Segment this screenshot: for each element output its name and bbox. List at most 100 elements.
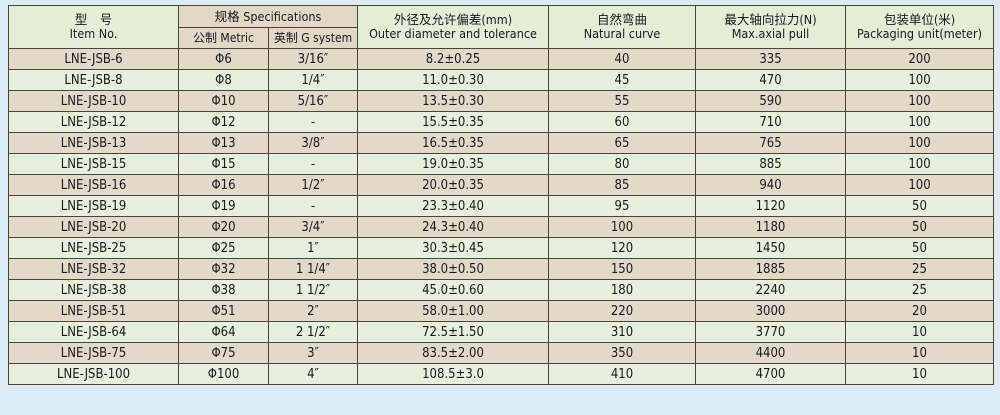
cell-item-no: LNE-JSB-20 — [8, 216, 179, 238]
cell-outer-diameter: 45.0±0.60 — [357, 279, 549, 301]
cell-metric: Φ13 — [178, 132, 269, 154]
table-row: LNE-JSB-8 Φ8 1/4″ 11.0±0.30 45 470 100 — [8, 69, 994, 91]
cell-item-no: LNE-JSB-75 — [8, 342, 179, 364]
cell-packaging-unit: 50 — [845, 195, 994, 217]
cell-max-axial-pull: 335 — [695, 48, 846, 70]
cell-outer-diameter: 83.5±2.00 — [357, 342, 549, 364]
cell-packaging-unit: 100 — [845, 174, 994, 196]
specifications-table: 型 号 Item No. 规格 Specifications 外径及允许偏差(mm… — [8, 5, 994, 385]
header-g-system: 英制 G system — [268, 27, 358, 49]
cell-natural-curve: 180 — [548, 279, 696, 301]
cell-max-axial-pull: 1885 — [695, 258, 846, 280]
cell-outer-diameter: 15.5±0.35 — [357, 111, 549, 133]
cell-g-system: 1 1/2″ — [268, 279, 358, 301]
cell-natural-curve: 85 — [548, 174, 696, 196]
cell-item-no: LNE-JSB-100 — [8, 363, 179, 385]
cell-g-system: 4″ — [268, 363, 358, 385]
cell-outer-diameter: 24.3±0.40 — [357, 216, 549, 238]
cell-max-axial-pull: 3770 — [695, 321, 846, 343]
cell-g-system: 1″ — [268, 237, 358, 259]
cell-natural-curve: 120 — [548, 237, 696, 259]
table-row: LNE-JSB-12 Φ12-15.5±0.35 60 710 100 — [8, 111, 994, 133]
table-row: LNE-JSB-32 Φ32 1 1/4″ 38.0±0.50 150 1885 25 — [8, 258, 994, 280]
cell-g-system: 1 1/4″ — [268, 258, 358, 280]
cell-packaging-unit: 20 — [845, 300, 994, 322]
cell-natural-curve: 150 — [548, 258, 696, 280]
cell-outer-diameter: 38.0±0.50 — [357, 258, 549, 280]
cell-packaging-unit: 100 — [845, 69, 994, 91]
header-max-axial-pull: 最大轴向拉力(N) Max.axial pull — [695, 5, 846, 49]
cell-natural-curve: 310 — [548, 321, 696, 343]
table-row: LNE-JSB-75 Φ75 3″ 83.5±2.00 350 4400 10 — [8, 342, 994, 364]
cell-outer-diameter: 30.3±0.45 — [357, 237, 549, 259]
cell-g-system: - — [268, 153, 358, 175]
cell-natural-curve: 350 — [548, 342, 696, 364]
cell-packaging-unit: 100 — [845, 111, 994, 133]
header-packaging-unit: 包装单位(米) Packaging unit(meter) — [845, 5, 994, 49]
cell-item-no: LNE-JSB-6 — [8, 48, 179, 70]
cell-g-system: 3/8″ — [268, 132, 358, 154]
table-row: LNE-JSB-38 Φ38 1 1/2″ 45.0±0.60 180 2240 25 — [8, 279, 994, 301]
cell-metric: Φ20 — [178, 216, 269, 238]
cell-max-axial-pull: 940 — [695, 174, 846, 196]
cell-outer-diameter: 11.0±0.30 — [357, 69, 549, 91]
cell-outer-diameter: 58.0±1.00 — [357, 300, 549, 322]
cell-packaging-unit: 50 — [845, 216, 994, 238]
cell-item-no: LNE-JSB-25 — [8, 237, 179, 259]
cell-item-no: LNE-JSB-32 — [8, 258, 179, 280]
cell-outer-diameter: 108.5±3.0 — [357, 363, 549, 385]
header-metric: 公制 Metric — [178, 27, 269, 49]
cell-g-system: 2″ — [268, 300, 358, 322]
table-row: LNE-JSB-51 Φ51 2″ 58.0±1.00 220 3000 20 — [8, 300, 994, 322]
cell-metric: Φ10 — [178, 90, 269, 112]
cell-packaging-unit: 25 — [845, 258, 994, 280]
cell-g-system: 3/16″ — [268, 48, 358, 70]
cell-packaging-unit: 10 — [845, 342, 994, 364]
table-body: LNE-JSB-6 Φ6 3/16″ 8.2±0.25 40 335 200 LNE-JSB-… — [8, 48, 994, 385]
cell-g-system: 3/4″ — [268, 216, 358, 238]
header-outer-diameter: 外径及允许偏差(mm) Outer diameter and tolerance — [357, 5, 549, 49]
cell-max-axial-pull: 1120 — [695, 195, 846, 217]
cell-max-axial-pull: 4700 — [695, 363, 846, 385]
cell-item-no: LNE-JSB-13 — [8, 132, 179, 154]
cell-metric: Φ38 — [178, 279, 269, 301]
cell-outer-diameter: 23.3±0.40 — [357, 195, 549, 217]
table-row: LNE-JSB-64 Φ64 2 1/2″ 72.5±1.50 310 3770 10 — [8, 321, 994, 343]
cell-metric: Φ12 — [178, 111, 269, 133]
cell-packaging-unit: 100 — [845, 132, 994, 154]
cell-max-axial-pull: 3000 — [695, 300, 846, 322]
cell-metric: Φ64 — [178, 321, 269, 343]
cell-metric: Φ16 — [178, 174, 269, 196]
cell-metric: Φ15 — [178, 153, 269, 175]
cell-metric: Φ51 — [178, 300, 269, 322]
cell-g-system: 2 1/2″ — [268, 321, 358, 343]
cell-outer-diameter: 13.5±0.30 — [357, 90, 549, 112]
cell-item-no: LNE-JSB-12 — [8, 111, 179, 133]
cell-g-system: - — [268, 195, 358, 217]
table-row: LNE-JSB-25 Φ25 1″ 30.3±0.45 120 1450 50 — [8, 237, 994, 259]
cell-max-axial-pull: 2240 — [695, 279, 846, 301]
cell-max-axial-pull: 885 — [695, 153, 846, 175]
cell-natural-curve: 95 — [548, 195, 696, 217]
cell-metric: Φ19 — [178, 195, 269, 217]
table-row: LNE-JSB-19 Φ19-23.3±0.40 95 1120 50 — [8, 195, 994, 217]
table-row: LNE-JSB-6 Φ6 3/16″ 8.2±0.25 40 335 200 — [8, 48, 994, 70]
cell-item-no: LNE-JSB-10 — [8, 90, 179, 112]
cell-packaging-unit: 200 — [845, 48, 994, 70]
cell-natural-curve: 220 — [548, 300, 696, 322]
cell-metric: Φ75 — [178, 342, 269, 364]
header-item-no: 型 号 Item No. — [8, 5, 179, 49]
cell-packaging-unit: 25 — [845, 279, 994, 301]
cell-natural-curve: 45 — [548, 69, 696, 91]
cell-g-system: 5/16″ — [268, 90, 358, 112]
cell-outer-diameter: 19.0±0.35 — [357, 153, 549, 175]
cell-g-system: 1/4″ — [268, 69, 358, 91]
cell-max-axial-pull: 765 — [695, 132, 846, 154]
cell-natural-curve: 80 — [548, 153, 696, 175]
table-row: LNE-JSB-15 Φ15-19.0±0.35 80 885 100 — [8, 153, 994, 175]
cell-packaging-unit: 100 — [845, 90, 994, 112]
cell-outer-diameter: 16.5±0.35 — [357, 132, 549, 154]
header-natural-curve: 自然弯曲 Natural curve — [548, 5, 696, 49]
cell-natural-curve: 65 — [548, 132, 696, 154]
cell-g-system: - — [268, 111, 358, 133]
